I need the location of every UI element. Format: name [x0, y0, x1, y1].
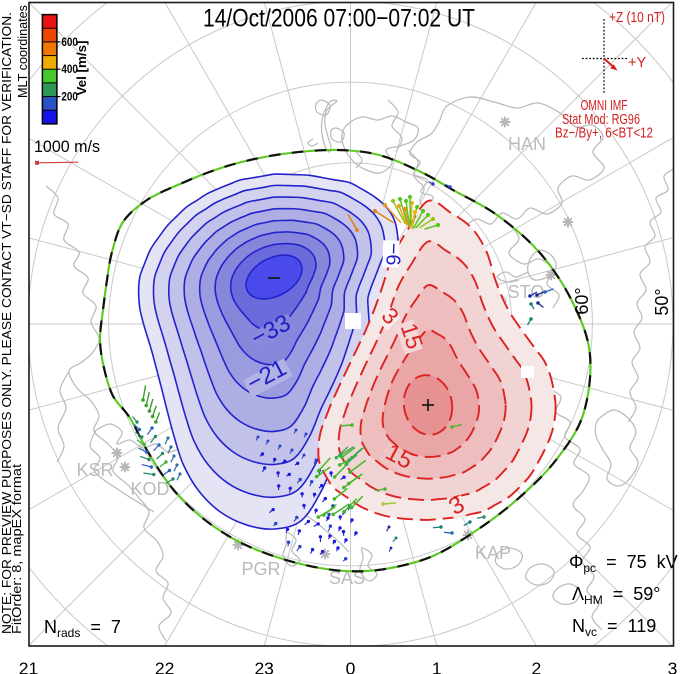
svg-text:Nvc = 119: Nvc = 119: [572, 616, 656, 639]
svg-text:SAS: SAS: [329, 568, 365, 588]
svg-text:400: 400: [61, 64, 78, 76]
svg-text:22: 22: [155, 659, 174, 674]
svg-text:3: 3: [668, 659, 678, 674]
svg-text:OMNI IMF: OMNI IMF: [581, 98, 628, 114]
svg-text:FitOrder: 8, mapEX format: FitOrder: 8, mapEX format: [9, 464, 24, 634]
svg-text:0: 0: [346, 659, 356, 674]
svg-text:14/Oct/2006 07:00−07:02 UT: 14/Oct/2006 07:00−07:02 UT: [203, 5, 475, 33]
svg-text:23: 23: [254, 659, 273, 674]
svg-text:1: 1: [432, 659, 442, 674]
svg-text:Bz−/By+, 6<BT<12: Bz−/By+, 6<BT<12: [555, 126, 653, 142]
svg-text:PGR: PGR: [241, 559, 280, 579]
svg-text:−6: −6: [381, 242, 404, 266]
svg-text:MLT coordinates: MLT coordinates: [15, 5, 30, 98]
svg-text:21: 21: [19, 659, 38, 674]
svg-text:NOTE: FOR PREVIEW PURPOSES ONL: NOTE: FOR PREVIEW PURPOSES ONLY. PLEASE …: [0, 12, 14, 634]
svg-text:200: 200: [61, 92, 78, 104]
svg-text:50°: 50°: [652, 288, 672, 315]
svg-text:+Y: +Y: [628, 55, 646, 71]
svg-text:Vel [m/s]: Vel [m/s]: [74, 41, 89, 96]
svg-text:1000 m/s: 1000 m/s: [34, 137, 100, 156]
svg-text:KOD: KOD: [130, 479, 169, 499]
svg-text:HAN: HAN: [508, 134, 546, 154]
svg-text:KAP: KAP: [475, 543, 511, 563]
svg-text:Stat Mod: RG96: Stat Mod: RG96: [562, 112, 640, 128]
svg-text:600: 600: [61, 37, 78, 49]
svg-text:60°: 60°: [572, 287, 592, 314]
svg-text:KSR: KSR: [76, 460, 113, 480]
svg-text:STO: STO: [508, 282, 545, 302]
svg-text:Nrads = 7: Nrads = 7: [44, 617, 121, 640]
svg-text:+Z (10 nT): +Z (10 nT): [609, 10, 665, 26]
svg-text:Φpc = 75 kV: Φpc = 75 kV: [569, 552, 678, 575]
svg-text:2: 2: [532, 659, 542, 674]
